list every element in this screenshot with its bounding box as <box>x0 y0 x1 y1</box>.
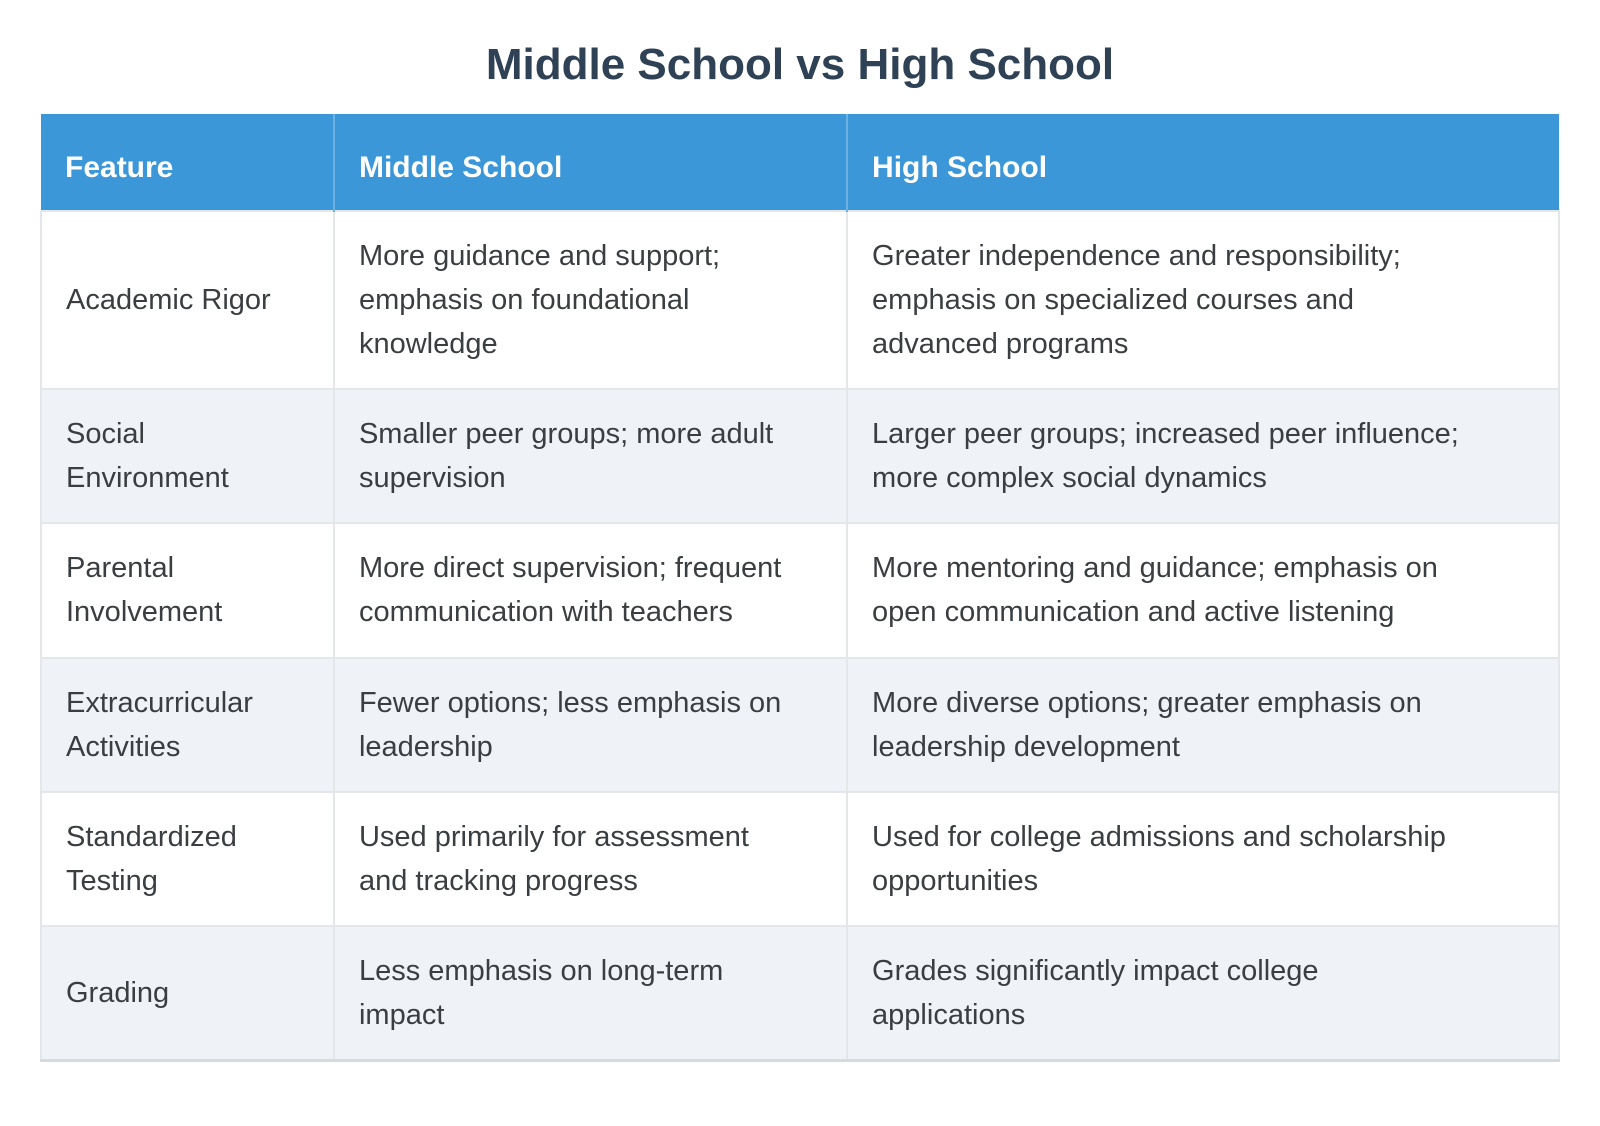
high-school-cell: More mentoring and guidance; emphasis on… <box>846 522 1560 659</box>
table-row: Social Environment Smaller peer groups; … <box>40 388 1560 525</box>
high-school-cell: More diverse options; greater emphasis o… <box>846 656 1560 793</box>
feature-cell: Social Environment <box>40 388 335 525</box>
comparison-table: Feature Middle School High School Academ… <box>40 114 1560 1063</box>
feature-cell: Grading <box>40 924 335 1063</box>
table-row: Standardized Testing Used primarily for … <box>40 790 1560 927</box>
feature-cell: Parental Involvement <box>40 522 335 659</box>
feature-cell: Standardized Testing <box>40 790 335 927</box>
high-school-cell: Used for college admissions and scholars… <box>846 790 1560 927</box>
header-row: Feature Middle School High School <box>41 114 1559 211</box>
table-row: Parental Involvement More direct supervi… <box>40 522 1560 659</box>
column-header-feature: Feature <box>41 114 334 211</box>
middle-school-cell: More direct supervision; frequent commun… <box>332 522 849 659</box>
column-header-high-school: High School <box>846 114 1559 211</box>
middle-school-cell: Smaller peer groups; more adult supervis… <box>332 388 849 525</box>
feature-cell: Academic Rigor <box>40 209 335 391</box>
high-school-cell: Greater independence and responsibility;… <box>846 209 1560 391</box>
table-row: Academic Rigor More guidance and support… <box>40 209 1560 391</box>
table-row: Grading Less emphasis on long-term impac… <box>40 924 1560 1063</box>
middle-school-cell: Fewer options; less emphasis on leadersh… <box>332 656 849 793</box>
feature-cell: Extracurricular Activities <box>40 656 335 793</box>
high-school-cell: Grades significantly impact college appl… <box>846 924 1560 1063</box>
table-row: Extracurricular Activities Fewer options… <box>40 656 1560 793</box>
page: Middle School vs High School Feature Mid… <box>0 40 1600 1126</box>
page-title: Middle School vs High School <box>485 40 1115 89</box>
middle-school-cell: Used primarily for assessment and tracki… <box>332 790 849 927</box>
high-school-cell: Larger peer groups; increased peer influ… <box>846 388 1560 525</box>
middle-school-cell: More guidance and support; emphasis on f… <box>332 209 849 391</box>
middle-school-cell: Less emphasis on long-term impact <box>332 924 849 1063</box>
column-header-middle-school: Middle School <box>332 114 848 211</box>
